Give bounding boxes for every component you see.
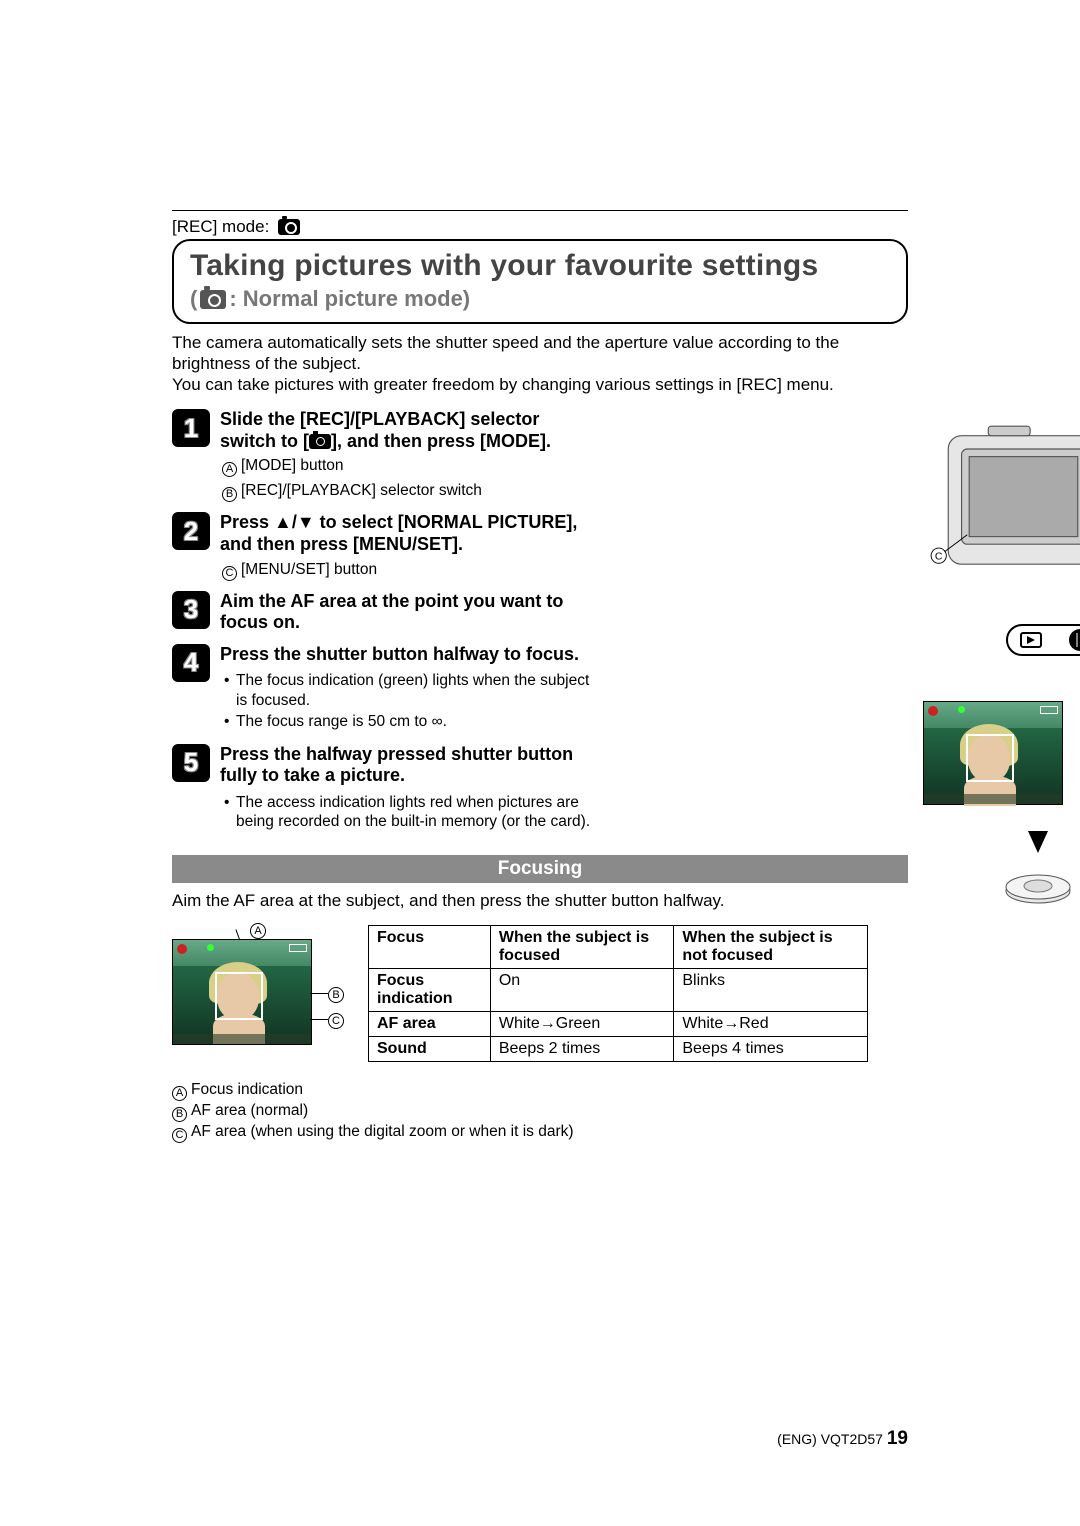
rec-mode-label: [REC] mode:	[172, 217, 269, 236]
focusing-row: A B C Focus When the subject is focused …	[172, 923, 908, 1062]
title-box: Taking pictures with your favourite sett…	[172, 239, 908, 324]
step-3: 3 Aim the AF area at the point you want …	[172, 591, 592, 634]
step-badge: 5	[172, 744, 210, 782]
step-5-bullets: The access indication lights red when pi…	[224, 793, 592, 832]
page-subtitle: (: Normal picture mode)	[190, 286, 890, 312]
step-4: 4 Press the shutter button halfway to fo…	[172, 644, 592, 734]
doc-code: (ENG) VQT2D57	[777, 1431, 883, 1447]
camera-icon	[309, 434, 331, 449]
page-footer: (ENG) VQT2D57 19	[777, 1428, 908, 1450]
lcd-preview	[172, 939, 312, 1045]
focus-table: Focus When the subject is focused When t…	[368, 925, 868, 1062]
full-press-diagram	[978, 829, 1080, 905]
rec-mode-line: [REC] mode:	[172, 217, 908, 237]
top-rule	[172, 210, 908, 211]
step-5: 5 Press the halfway pressed shutter butt…	[172, 744, 592, 834]
step-2: 2 Press ▲/▼ to select [NORMAL PICTURE], …	[172, 512, 592, 580]
selector-slider-diagram	[1003, 615, 1080, 663]
camera-icon	[200, 290, 226, 309]
focusing-intro: Aim the AF area at the subject, and then…	[172, 891, 908, 911]
steps-area: 1 Slide the [REC]/[PLAYBACK] selector sw…	[172, 409, 908, 833]
step-1-sub-b: B[REC]/[PLAYBACK] selector switch	[222, 482, 592, 502]
page-title: Taking pictures with your favourite sett…	[190, 249, 890, 284]
step-badge: 4	[172, 644, 210, 682]
th-not-focused: When the subject is not focused	[674, 926, 868, 969]
lcd-preview	[923, 701, 1063, 805]
focusing-heading: Focusing	[172, 855, 908, 883]
focus-legend: AFocus indication BAF area (normal) CAF …	[172, 1080, 908, 1143]
step-1-heading: Slide the [REC]/[PLAYBACK] selector swit…	[220, 409, 592, 452]
page-number: 19	[887, 1428, 908, 1449]
manual-page: [REC] mode: Taking pictures with your fa…	[0, 0, 1080, 1526]
step-3-heading: Aim the AF area at the point you want to…	[220, 591, 592, 634]
focus-preview-wrap: A B C	[172, 923, 332, 1045]
step-1: 1 Slide the [REC]/[PLAYBACK] selector sw…	[172, 409, 592, 502]
camera-icon	[278, 219, 300, 235]
step-4-heading: Press the shutter button halfway to focu…	[220, 644, 592, 666]
intro-text: The camera automatically sets the shutte…	[172, 332, 908, 396]
shutter-knob-icon	[1002, 861, 1074, 905]
svg-text:C: C	[935, 552, 943, 563]
step-badge: 3	[172, 591, 210, 629]
step-5-heading: Press the halfway pressed shutter button…	[220, 744, 592, 787]
step-2-heading: Press ▲/▼ to select [NORMAL PICTURE], an…	[220, 512, 592, 555]
step-badge: 1	[172, 409, 210, 447]
step-2-sub-c: C[MENU/SET] button	[222, 561, 592, 581]
preview-diagram	[923, 701, 1080, 805]
step-4-bullets: The focus indication (green) lights when…	[224, 671, 592, 731]
th-focus: Focus	[369, 926, 491, 969]
th-focused: When the subject is focused	[490, 926, 674, 969]
step-1-sub-a: A[MODE] button	[222, 457, 592, 477]
step-badge: 2	[172, 512, 210, 550]
camera-diagram: A B C	[923, 409, 1080, 663]
arrow-down-icon	[1024, 829, 1052, 857]
